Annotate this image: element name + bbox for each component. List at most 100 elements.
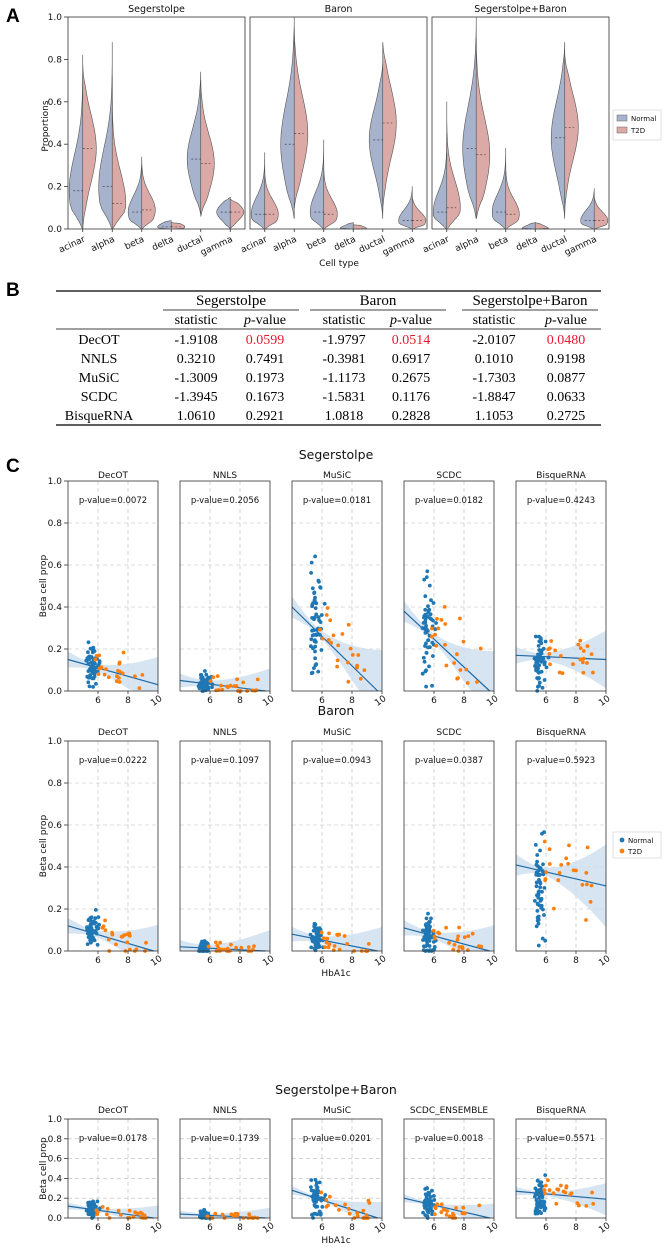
c-point-t2d <box>345 942 350 946</box>
c-axes-frame <box>67 480 159 692</box>
table-cell: 0.9198 <box>547 352 586 367</box>
c-point-normal <box>536 895 541 900</box>
c-point-normal <box>312 946 317 951</box>
c-confidence-band <box>292 596 382 691</box>
c-point-t2d <box>327 931 331 936</box>
c-point-normal <box>314 601 319 606</box>
c-xtick-label: 10 <box>485 694 500 709</box>
violin-t2d <box>323 165 338 230</box>
c-xtick-label: 8 <box>461 696 467 706</box>
c-pvalue: p-value=0.5571 <box>527 1134 595 1144</box>
c-pvalue: p-value=0.0182 <box>415 496 483 506</box>
c-point-normal <box>314 633 319 637</box>
c-pvalue: p-value=0.0387 <box>415 756 483 766</box>
c-point-normal <box>314 1200 318 1204</box>
c-xtick-label: 8 <box>237 956 243 966</box>
c-point-t2d <box>463 1211 467 1216</box>
c-point-normal <box>313 938 318 942</box>
c-point-normal <box>88 923 93 928</box>
c-ytick-label: 0.8 <box>48 1135 63 1145</box>
c-point-t2d <box>319 1190 324 1195</box>
c-point-normal <box>541 656 546 661</box>
c-point-t2d <box>93 657 98 662</box>
panel-label-b: B <box>6 280 20 301</box>
c-point-t2d <box>559 863 564 867</box>
c-point-normal <box>93 920 98 925</box>
a-ytick-label: 0.8 <box>48 55 63 65</box>
violin-normal <box>186 71 202 215</box>
c-point-normal <box>427 664 431 669</box>
c-point-t2d <box>213 1211 218 1216</box>
c-point-normal <box>420 671 425 676</box>
c-xtick-label: 8 <box>349 956 355 966</box>
c-point-normal <box>322 601 327 606</box>
c-point-normal <box>536 943 541 948</box>
a-subplot-title: Baron <box>325 4 353 15</box>
a-xtick-label: beta <box>123 235 146 253</box>
c-point-normal <box>203 679 208 683</box>
c-subplot-title: DecOT <box>98 471 128 481</box>
c-point-normal <box>92 671 97 676</box>
c-point-normal <box>542 1208 547 1213</box>
c-point-t2d <box>219 683 223 688</box>
table-cell: 0.2675 <box>392 371 431 386</box>
c-point-t2d <box>433 1205 437 1210</box>
c-axes-frame <box>403 1118 495 1219</box>
c-point-t2d <box>577 1203 581 1208</box>
c-point-normal <box>432 1194 436 1198</box>
c-confidence-band <box>292 1185 382 1218</box>
c-xtick-label: 10 <box>149 1221 164 1236</box>
c-legend-box <box>612 831 662 859</box>
c-point-normal <box>420 626 425 630</box>
c-point-normal <box>431 601 436 605</box>
c-pvalue: p-value=0.0178 <box>79 1134 147 1144</box>
c-point-normal <box>423 669 428 674</box>
c-point-t2d <box>225 684 230 689</box>
c-point-normal <box>540 1195 545 1200</box>
a-xtick-label: beta <box>487 235 510 253</box>
table-method: BisqueRNA <box>65 409 134 424</box>
a-xtick-label: acinar <box>58 235 88 256</box>
c-xtick-label: 10 <box>149 694 164 709</box>
c-ytick-label: 0.4 <box>48 863 63 873</box>
c-axes-frame <box>179 480 271 692</box>
c-point-t2d <box>543 1191 547 1196</box>
c-point-normal <box>203 1210 208 1215</box>
c-point-normal <box>210 685 214 690</box>
c-point-normal <box>93 1204 98 1209</box>
c-point-t2d <box>477 1203 482 1208</box>
c-point-t2d <box>324 940 329 945</box>
c-point-t2d <box>470 931 475 936</box>
c-point-normal <box>309 1185 313 1189</box>
c-point-normal <box>316 615 321 620</box>
c-xtick-label: 6 <box>319 956 325 966</box>
c-xtick-label: 6 <box>207 1223 213 1233</box>
c-point-normal <box>427 583 432 588</box>
c-point-t2d <box>337 947 342 952</box>
c-point-t2d <box>246 945 251 949</box>
c-point-t2d <box>350 653 355 657</box>
c-ytick-label: 0.2 <box>48 905 62 915</box>
c-point-t2d <box>233 1211 238 1216</box>
c-point-normal <box>309 560 314 565</box>
c-fit-line <box>67 658 159 686</box>
c-point-normal <box>534 884 539 889</box>
c-point-normal <box>89 660 94 665</box>
c-axes-frame <box>67 1118 159 1219</box>
c-point-normal <box>91 685 95 689</box>
c-point-t2d <box>326 1203 330 1208</box>
c-point-t2d <box>127 1208 132 1213</box>
c-point-normal <box>540 936 545 941</box>
c-point-t2d <box>117 661 122 666</box>
c-point-normal <box>200 939 204 944</box>
c-row-title: Segerstolpe <box>299 447 374 462</box>
c-point-normal <box>312 921 317 926</box>
c-point-normal <box>313 656 317 661</box>
c-fit-line <box>515 1190 607 1200</box>
c-point-t2d <box>457 925 461 930</box>
a-ylabel: Proportions <box>41 100 51 151</box>
c-point-normal <box>536 921 541 926</box>
c-point-normal <box>313 615 317 620</box>
c-xtick-label: 6 <box>431 1223 437 1233</box>
c-point-normal <box>86 640 91 645</box>
